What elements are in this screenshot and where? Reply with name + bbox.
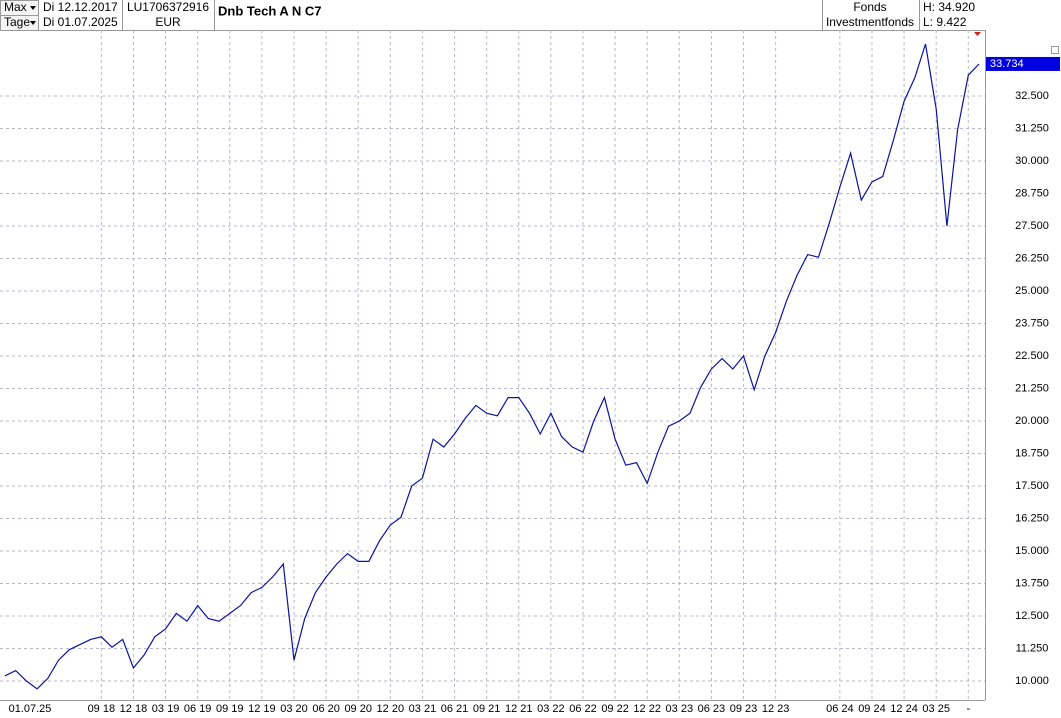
x-tick-label: - (966, 703, 970, 715)
x-tick-label: 12 24 (890, 703, 918, 715)
x-tick-label: 06 21 (441, 703, 469, 715)
y-tick-label: 28.750 (1015, 187, 1049, 199)
y-tick-label: 27.500 (1015, 220, 1049, 232)
y-tick-label: 22.500 (1015, 350, 1049, 362)
currency: EUR (155, 15, 181, 29)
x-tick-label: 09 20 (344, 703, 372, 715)
low: L: 9.422 (923, 15, 967, 29)
y-tick-label: 15.000 (1015, 545, 1049, 557)
x-tick-label: 09 24 (858, 703, 886, 715)
x-tick-label: 03 20 (280, 703, 308, 715)
x-tick-label: 12 23 (762, 703, 790, 715)
x-tick-label: 03 23 (666, 703, 694, 715)
x-tick-label: 06 19 (184, 703, 212, 715)
title: Dnb Tech A N C7 (218, 3, 322, 18)
y-tick-label: 13.750 (1015, 577, 1049, 589)
x-tick-label: 09 22 (601, 703, 629, 715)
date-label: 01.07.25 (9, 703, 52, 715)
x-tick-label: 03 21 (409, 703, 437, 715)
y-tick-label: 31.250 (1015, 122, 1049, 134)
x-tick-label: 06 23 (698, 703, 726, 715)
kind: Fonds (853, 0, 886, 14)
x-tick-label: 03 25 (922, 703, 950, 715)
x-tick-label: 09 23 (730, 703, 758, 715)
x-tick-label: 12 21 (505, 703, 533, 715)
dropdown-arrow (30, 21, 36, 25)
x-tick-label: 09 21 (473, 703, 501, 715)
scale-button[interactable] (1051, 46, 1059, 54)
dropdown-arrow (30, 6, 36, 10)
y-tick-label: 20.000 (1015, 415, 1049, 427)
marker (974, 32, 981, 36)
x-tick-label: 06 22 (569, 703, 597, 715)
x-tick-label: 12 20 (377, 703, 405, 715)
y-tick-label: 30.000 (1015, 155, 1049, 167)
y-tick-label: 25.000 (1015, 285, 1049, 297)
x-tick-label: 03 19 (152, 703, 180, 715)
last-value-label: 33.734 (990, 58, 1024, 70)
x-tick-label: 12 19 (248, 703, 276, 715)
category: Investmentfonds (826, 15, 914, 29)
to-date: Di 01.07.2025 (43, 15, 118, 29)
y-tick-label: 18.750 (1015, 447, 1049, 459)
x-tick-label: 03 22 (537, 703, 565, 715)
y-tick-label: 23.750 (1015, 317, 1049, 329)
x-tick-label: 12 18 (120, 703, 148, 715)
x-tick-label: 06 20 (312, 703, 340, 715)
y-tick-label: 21.250 (1015, 382, 1049, 394)
x-tick-label: 12 22 (633, 703, 661, 715)
y-tick-label: 11.250 (1016, 642, 1049, 654)
price-line (4, 43, 980, 690)
unit: Tage (4, 15, 30, 29)
range: Max (4, 0, 27, 14)
header: Max Tage Di 12.12.2017 Di 01.07.2025 LU1… (0, 0, 985, 36)
y-tick-label: 26.250 (1015, 252, 1049, 264)
from-date: Di 12.12.2017 (43, 0, 118, 14)
y-tick-label: 17.500 (1015, 480, 1049, 492)
isin: LU1706372916 (127, 0, 209, 14)
x-tick-label: 06 24 (826, 703, 854, 715)
y-tick-label: 10.000 (1015, 675, 1049, 687)
x-tick-label: 09 18 (88, 703, 116, 715)
y-tick-label: 12.500 (1015, 610, 1049, 622)
x-tick-label: 09 19 (216, 703, 244, 715)
y-tick-label: 32.500 (1015, 90, 1049, 102)
high: H: 34.920 (923, 0, 975, 14)
y-tick-label: 16.250 (1015, 512, 1049, 524)
last-value-tag (986, 56, 1060, 71)
